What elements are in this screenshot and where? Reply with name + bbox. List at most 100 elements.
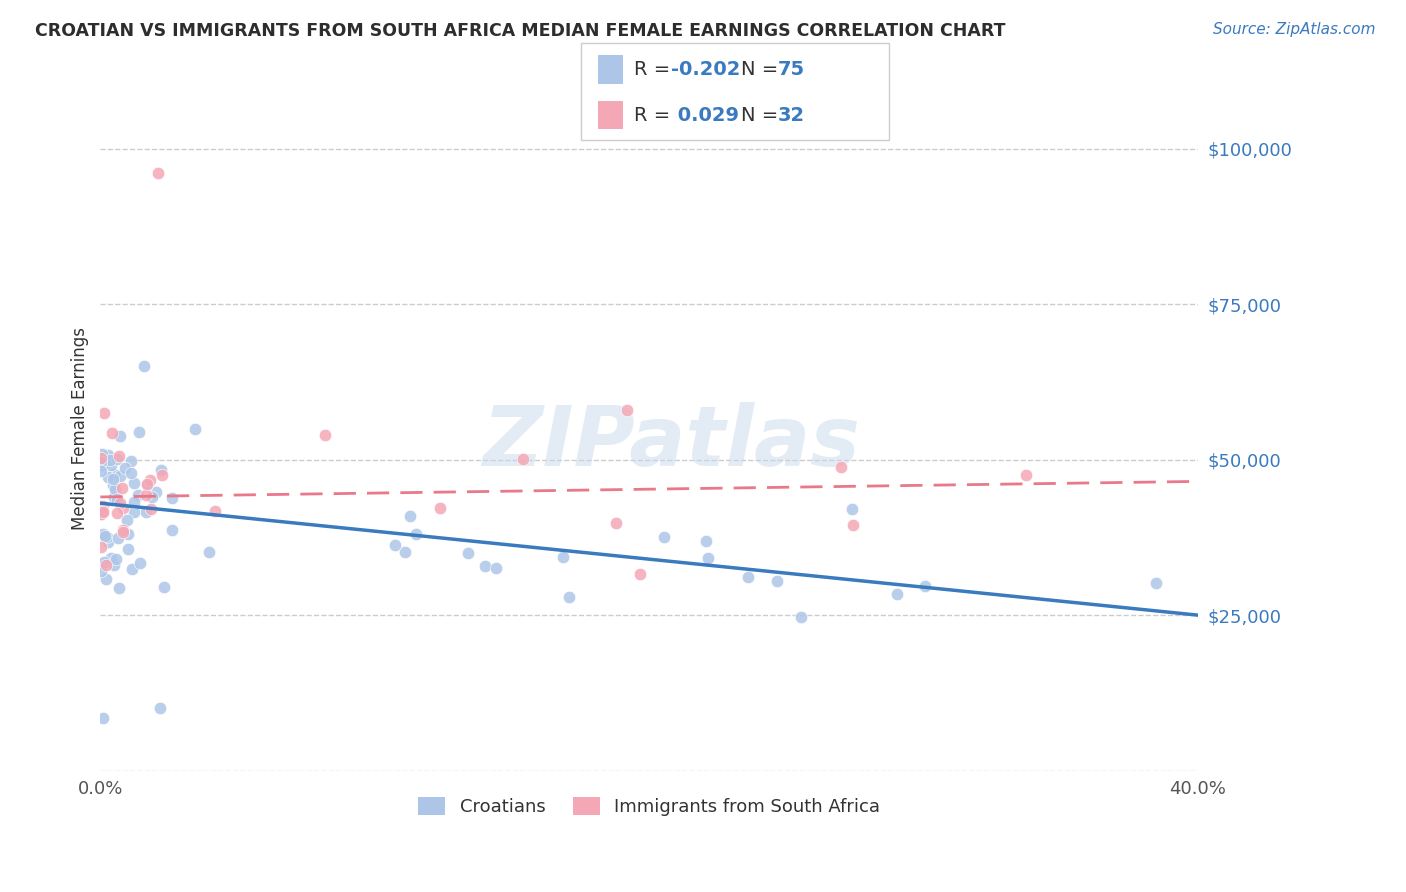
Point: [141, 491, 163, 505]
Point: [153, 580, 176, 594]
Point: [98, 453, 121, 467]
Point: [89, 507, 111, 521]
Point: [146, 166, 169, 180]
Legend: Croatians, Immigrants from South Africa: Croatians, Immigrants from South Africa: [411, 789, 887, 823]
Point: [1015, 468, 1038, 483]
Point: [94, 572, 117, 586]
Point: [737, 570, 759, 584]
Text: ZIPatlas: ZIPatlas: [482, 401, 860, 483]
Point: [93, 406, 115, 420]
Point: [90, 540, 112, 554]
Point: [457, 546, 479, 560]
Text: 32: 32: [778, 105, 804, 125]
Point: [398, 508, 420, 523]
Point: [97, 448, 120, 462]
Text: N =: N =: [741, 60, 785, 79]
Point: [100, 550, 122, 565]
Point: [112, 500, 135, 515]
Point: [197, 545, 219, 559]
Point: [183, 422, 205, 436]
Point: [93, 526, 115, 541]
Point: [384, 538, 406, 552]
Point: [108, 429, 131, 443]
Point: [841, 502, 863, 516]
Point: [405, 526, 427, 541]
Point: [914, 579, 936, 593]
Text: 75: 75: [778, 60, 804, 79]
Point: [605, 516, 627, 530]
Point: [127, 488, 149, 502]
Point: [135, 488, 157, 502]
Point: [91, 711, 114, 725]
Point: [124, 505, 146, 519]
Point: [149, 701, 172, 715]
Point: [135, 477, 157, 491]
Point: [94, 529, 117, 543]
Point: [96, 530, 118, 544]
Point: [149, 463, 172, 477]
Point: [790, 609, 813, 624]
Point: [93, 555, 115, 569]
Point: [103, 467, 125, 481]
Point: [90, 451, 112, 466]
Point: [100, 458, 122, 473]
Point: [150, 468, 173, 483]
Point: [117, 527, 139, 541]
Point: [886, 586, 908, 600]
Point: [120, 454, 142, 468]
Point: [112, 524, 135, 538]
Point: [1144, 576, 1167, 591]
Point: [90, 455, 112, 469]
Point: [160, 523, 183, 537]
Point: [105, 507, 128, 521]
Point: [104, 482, 127, 496]
Point: [134, 359, 156, 374]
Point: [830, 459, 852, 474]
Text: 0.029: 0.029: [671, 105, 738, 125]
Point: [108, 449, 131, 463]
Point: [616, 402, 638, 417]
Point: [107, 531, 129, 545]
Point: [551, 550, 574, 565]
Point: [94, 558, 117, 573]
Point: [558, 590, 581, 604]
Point: [628, 566, 651, 581]
Point: [139, 473, 162, 487]
Point: [695, 534, 717, 549]
Point: [90, 447, 112, 461]
Point: [103, 558, 125, 573]
Point: [108, 495, 131, 509]
Point: [97, 534, 120, 549]
Point: [107, 581, 129, 595]
Point: [114, 460, 136, 475]
Y-axis label: Median Female Earnings: Median Female Earnings: [72, 327, 89, 530]
Point: [111, 481, 134, 495]
Point: [121, 562, 143, 576]
Point: [101, 472, 124, 486]
Point: [101, 426, 124, 441]
Point: [141, 502, 163, 516]
Point: [128, 556, 150, 570]
Point: [512, 451, 534, 466]
Point: [90, 458, 112, 472]
Point: [103, 478, 125, 492]
Point: [429, 500, 451, 515]
Point: [90, 564, 112, 578]
Text: CROATIAN VS IMMIGRANTS FROM SOUTH AFRICA MEDIAN FEMALE EARNINGS CORRELATION CHAR: CROATIAN VS IMMIGRANTS FROM SOUTH AFRICA…: [35, 22, 1005, 40]
Point: [128, 425, 150, 439]
Point: [135, 504, 157, 518]
Point: [105, 451, 128, 466]
Point: [314, 428, 336, 442]
Point: [120, 467, 142, 481]
Point: [103, 490, 125, 504]
Point: [136, 478, 159, 492]
Point: [115, 513, 138, 527]
Text: R =: R =: [634, 105, 676, 125]
Text: N =: N =: [741, 105, 785, 125]
Point: [842, 517, 865, 532]
Point: [122, 476, 145, 491]
Text: Source: ZipAtlas.com: Source: ZipAtlas.com: [1212, 22, 1375, 37]
Point: [117, 542, 139, 557]
Text: -0.202: -0.202: [671, 60, 740, 79]
Point: [485, 560, 508, 574]
